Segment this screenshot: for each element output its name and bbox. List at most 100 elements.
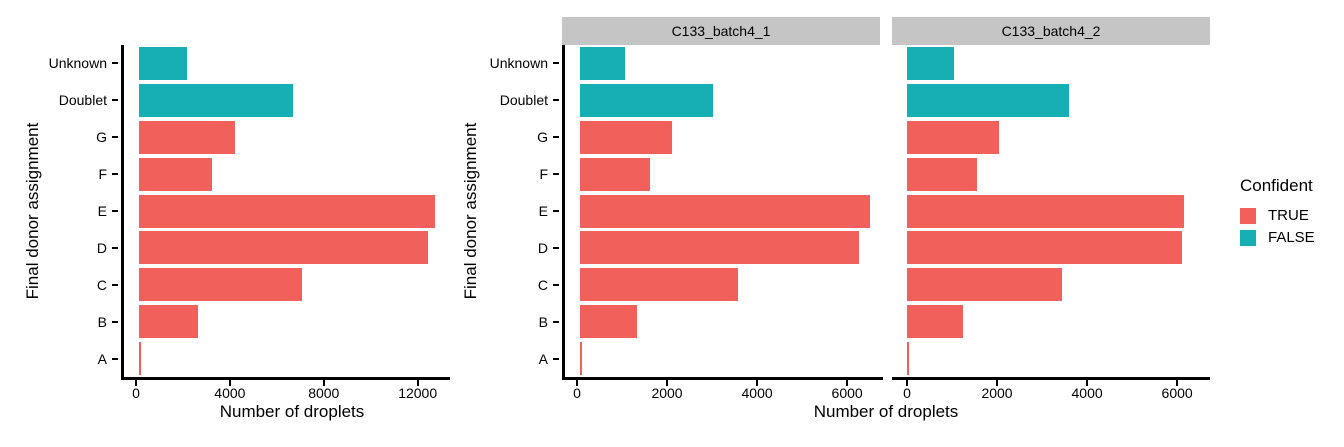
legend-label-false: FALSE <box>1268 229 1315 246</box>
y-tick-c <box>553 283 559 286</box>
y-tick-label-unknown: Unknown <box>489 55 548 72</box>
panel-c133-batch4-1 <box>562 45 883 380</box>
panel-c133-batch4-2 <box>892 45 1210 380</box>
bar-c133-batch4-1-unknown <box>580 46 626 80</box>
bar-c133-batch4-1-b <box>580 305 638 339</box>
x-tick-label-4000: 4000 <box>214 385 246 401</box>
x-tick-label-6000: 6000 <box>1161 385 1193 401</box>
y-tick-unknown <box>112 62 118 65</box>
x-axis-title-facet: Number of droplets <box>813 402 959 421</box>
x-tick-label-2000: 2000 <box>651 385 683 401</box>
legend: Confident TRUE FALSE <box>1240 176 1315 251</box>
y-tick-doublet <box>112 99 118 102</box>
y-tick-doublet <box>553 99 559 102</box>
legend-swatch-false-icon <box>1240 229 1256 246</box>
y-tick-label-g: G <box>537 129 548 146</box>
x-tick-6000 <box>1176 380 1179 386</box>
y-tick-d <box>553 246 559 249</box>
bar-all-droplets-f <box>139 157 212 191</box>
bar-c133-batch4-2-f <box>907 157 977 191</box>
y-tick-a <box>553 357 559 360</box>
y-tick-label-d: D <box>537 239 548 256</box>
y-tick-c <box>112 283 118 286</box>
y-tick-label-e: E <box>97 203 107 219</box>
x-tick-label-6000: 6000 <box>831 385 863 401</box>
x-tick-0 <box>576 380 578 386</box>
bar-c133-batch4-1-doublet <box>580 83 713 117</box>
bar-c133-batch4-1-e <box>580 194 871 228</box>
x-tick-label-12000: 12000 <box>398 385 438 401</box>
bar-c133-batch4-2-c <box>907 268 1063 302</box>
y-tick-label-d: D <box>96 239 107 256</box>
bar-c133-batch4-2-a <box>907 342 910 376</box>
y-tick-g <box>112 136 118 139</box>
y-tick-b <box>112 320 118 323</box>
y-tick-a <box>112 357 118 360</box>
y-tick-label-unknown: Unknown <box>48 55 107 72</box>
bar-all-droplets-b <box>139 305 198 339</box>
y-tick-label-f: F <box>98 166 107 183</box>
legend-item-true: TRUE <box>1240 207 1315 224</box>
bar-c133-batch4-1-d <box>580 231 860 265</box>
y-tick-label-b: B <box>538 313 548 330</box>
y-tick-label-e: E <box>538 203 548 219</box>
facet-strip-c133-batch4-2: C133_batch4_2 <box>892 17 1210 45</box>
y-tick-unknown <box>553 62 559 65</box>
bar-all-droplets-d <box>139 231 428 265</box>
bar-c133-batch4-1-f <box>580 157 650 191</box>
y-tick-label-doublet: Doublet <box>58 92 107 109</box>
y-tick-label-a: A <box>538 350 548 367</box>
x-tick-label-0: 0 <box>573 385 581 401</box>
x-axis-title-left: Number of droplets <box>219 402 365 421</box>
x-tick-label-8000: 8000 <box>308 385 340 401</box>
x-tick-0 <box>906 380 908 386</box>
x-tick-label-2000: 2000 <box>981 385 1013 401</box>
x-tick-6000 <box>846 380 849 386</box>
x-tick-label-0: 0 <box>132 385 140 401</box>
x-tick-4000 <box>228 380 231 386</box>
y-tick-f <box>112 173 118 176</box>
y-tick-label-a: A <box>97 350 107 367</box>
x-tick-2000 <box>996 380 999 386</box>
y-tick-label-b: B <box>97 313 107 330</box>
y-tick-label-g: G <box>96 129 107 146</box>
facet-strip-c133-batch4-1: C133_batch4_1 <box>562 17 880 45</box>
y-tick-d <box>112 246 118 249</box>
y-tick-b <box>553 320 559 323</box>
bar-c133-batch4-2-g <box>907 120 1000 154</box>
y-tick-label-c: C <box>96 276 107 293</box>
bar-all-droplets-g <box>139 120 236 154</box>
bar-all-droplets-c <box>139 268 303 302</box>
bar-all-droplets-a <box>139 342 142 376</box>
bar-c133-batch4-2-unknown <box>907 46 955 80</box>
x-tick-label-0: 0 <box>903 385 911 401</box>
bar-c133-batch4-2-d <box>907 231 1182 265</box>
x-tick-4000 <box>1086 380 1089 386</box>
bar-all-droplets-e <box>139 194 435 228</box>
bar-all-droplets-unknown <box>139 46 188 80</box>
y-tick-f <box>553 173 559 176</box>
y-tick-label-c: C <box>537 276 548 293</box>
y-tick-e <box>553 210 559 212</box>
y-tick-e <box>112 210 118 212</box>
y-tick-label-doublet: Doublet <box>499 92 548 109</box>
bar-c133-batch4-2-b <box>907 305 963 339</box>
bar-c133-batch4-1-c <box>580 268 738 302</box>
bar-c133-batch4-2-doublet <box>907 83 1070 117</box>
legend-label-true: TRUE <box>1268 207 1309 224</box>
legend-item-false: FALSE <box>1240 229 1315 246</box>
bar-c133-batch4-1-g <box>580 120 673 154</box>
y-tick-g <box>553 136 559 139</box>
legend-title: Confident <box>1240 176 1313 195</box>
x-tick-4000 <box>756 380 759 386</box>
bar-c133-batch4-2-e <box>907 194 1184 228</box>
panel-overall <box>121 45 450 380</box>
bar-c133-batch4-1-a <box>580 342 583 376</box>
y-tick-label-f: F <box>539 166 548 183</box>
x-tick-8000 <box>322 380 325 386</box>
legend-swatch-true-icon <box>1240 207 1256 224</box>
x-tick-label-4000: 4000 <box>1071 385 1103 401</box>
bar-all-droplets-doublet <box>139 83 293 117</box>
x-tick-0 <box>135 380 137 386</box>
